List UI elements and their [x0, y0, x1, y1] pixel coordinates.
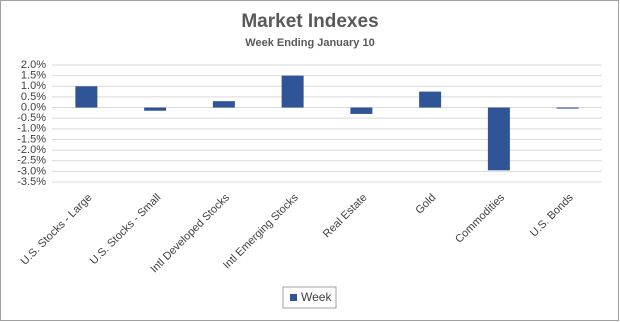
bar — [419, 91, 442, 108]
legend-box — [282, 286, 337, 309]
y-tick-label: 1.0% — [21, 80, 46, 92]
y-tick-label: 0.5% — [21, 91, 46, 103]
y-tick-label: -3.5% — [17, 176, 46, 188]
y-tick-label: -2.5% — [17, 155, 46, 167]
bar — [350, 107, 373, 114]
y-tick-label: 1.5% — [21, 70, 46, 82]
y-tick-label: 2.0% — [21, 59, 46, 71]
y-tick-label: -1.0% — [17, 123, 46, 135]
legend-label: Week — [301, 290, 332, 304]
legend-swatch — [290, 294, 297, 301]
bar — [281, 75, 304, 108]
y-tick-label: -2.0% — [17, 144, 46, 156]
bar — [487, 107, 510, 171]
y-tick-label: -3.0% — [17, 165, 46, 177]
chart-subtitle: Week Ending January 10 — [245, 37, 374, 49]
bar — [75, 86, 98, 108]
bar — [556, 107, 579, 109]
bar — [144, 107, 167, 111]
y-tick-label: -1.5% — [17, 133, 46, 145]
y-tick-label: -0.5% — [17, 112, 46, 124]
y-tick-label: 0.0% — [21, 101, 46, 113]
chart-title: Market Indexes — [241, 11, 378, 32]
bar — [212, 101, 235, 108]
